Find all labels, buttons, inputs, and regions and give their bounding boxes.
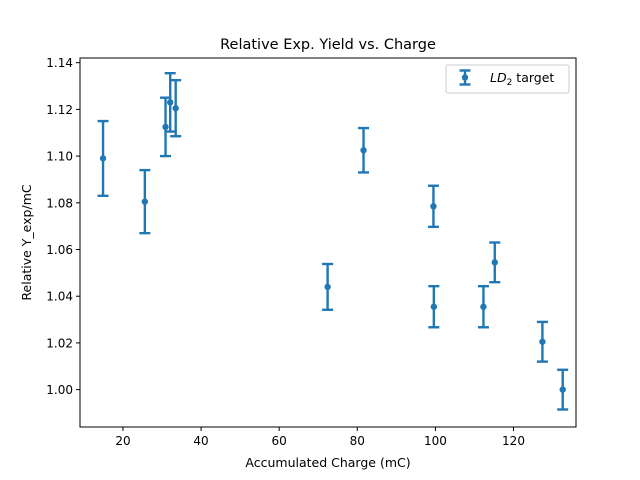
data-point <box>428 284 440 329</box>
data-marks <box>97 71 569 411</box>
data-marker <box>360 147 367 154</box>
y-axis-ticks: 1.00 1.02 1.04 1.06 1.08 1.10 1.12 1.14 <box>46 56 80 397</box>
x-tick-label: 80 <box>350 434 365 448</box>
data-point <box>427 184 439 229</box>
data-point <box>489 241 501 284</box>
plot-area <box>79 57 577 428</box>
data-marker <box>491 259 498 266</box>
legend-label-main: LD <box>490 70 507 85</box>
chart-title: Relative Exp. Yield vs. Charge <box>220 37 436 53</box>
legend-marker <box>461 74 469 81</box>
data-marker <box>324 283 331 291</box>
y-tick-label: 1.02 <box>46 336 73 350</box>
y-tick-label: 1.06 <box>46 243 73 257</box>
y-tick-label: 1.08 <box>46 196 73 210</box>
data-point <box>477 284 489 329</box>
x-tick-label: 60 <box>272 434 287 448</box>
data-point <box>164 71 176 133</box>
data-marker <box>430 203 437 210</box>
y-tick-label: 1.12 <box>46 103 73 117</box>
data-marker <box>430 303 438 310</box>
x-tick-label: 20 <box>115 434 130 448</box>
legend-box <box>445 64 570 94</box>
data-marker <box>480 303 487 310</box>
plot-frame <box>79 57 577 428</box>
legend-label-suffix: target <box>512 70 554 85</box>
data-point <box>97 119 109 197</box>
data-point <box>557 368 569 411</box>
x-axis-ticks: 20 40 60 80 100 120 <box>115 427 525 448</box>
legend-label-subscript: 2 <box>507 78 513 88</box>
y-tick-label: 1.10 <box>46 150 73 164</box>
legend: LD2 target <box>445 64 570 94</box>
data-marker <box>559 386 566 393</box>
data-point <box>358 126 370 174</box>
data-marker <box>99 155 107 162</box>
data-point <box>536 320 548 363</box>
y-axis-label: Relative Y_exp/mC <box>19 184 34 300</box>
data-point <box>139 168 151 235</box>
y-tick-label: 1.00 <box>46 383 73 397</box>
data-marker <box>162 123 169 131</box>
x-tick-label: 100 <box>424 434 447 448</box>
x-tick-label: 120 <box>502 434 525 448</box>
data-marker <box>167 99 174 106</box>
data-point <box>322 262 334 311</box>
data-marker <box>172 105 179 112</box>
legend-label: LD2 target <box>490 70 554 88</box>
data-marker <box>141 198 149 205</box>
y-tick-label: 1.04 <box>46 290 73 304</box>
data-point <box>170 78 182 138</box>
x-axis-label: Accumulated Charge (mC) <box>245 455 410 470</box>
data-marker <box>539 338 546 345</box>
x-tick-label: 40 <box>193 434 208 448</box>
y-tick-label: 1.14 <box>46 56 73 70</box>
